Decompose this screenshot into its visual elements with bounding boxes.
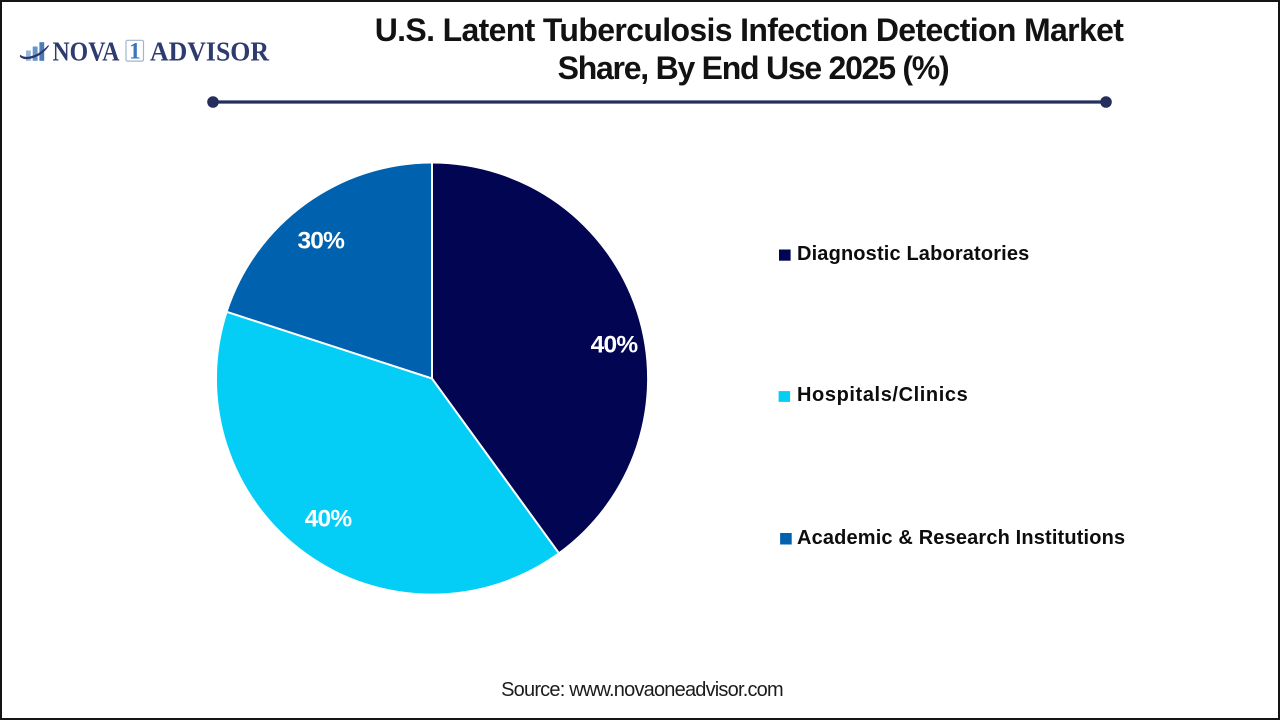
svg-text:NOVA: NOVA — [53, 35, 120, 66]
svg-text:1: 1 — [129, 39, 141, 64]
svg-text:30%: 30% — [297, 228, 345, 255]
svg-text:ADVISOR: ADVISOR — [150, 35, 270, 66]
svg-text:40%: 40% — [305, 505, 353, 532]
svg-text:40%: 40% — [591, 331, 639, 358]
